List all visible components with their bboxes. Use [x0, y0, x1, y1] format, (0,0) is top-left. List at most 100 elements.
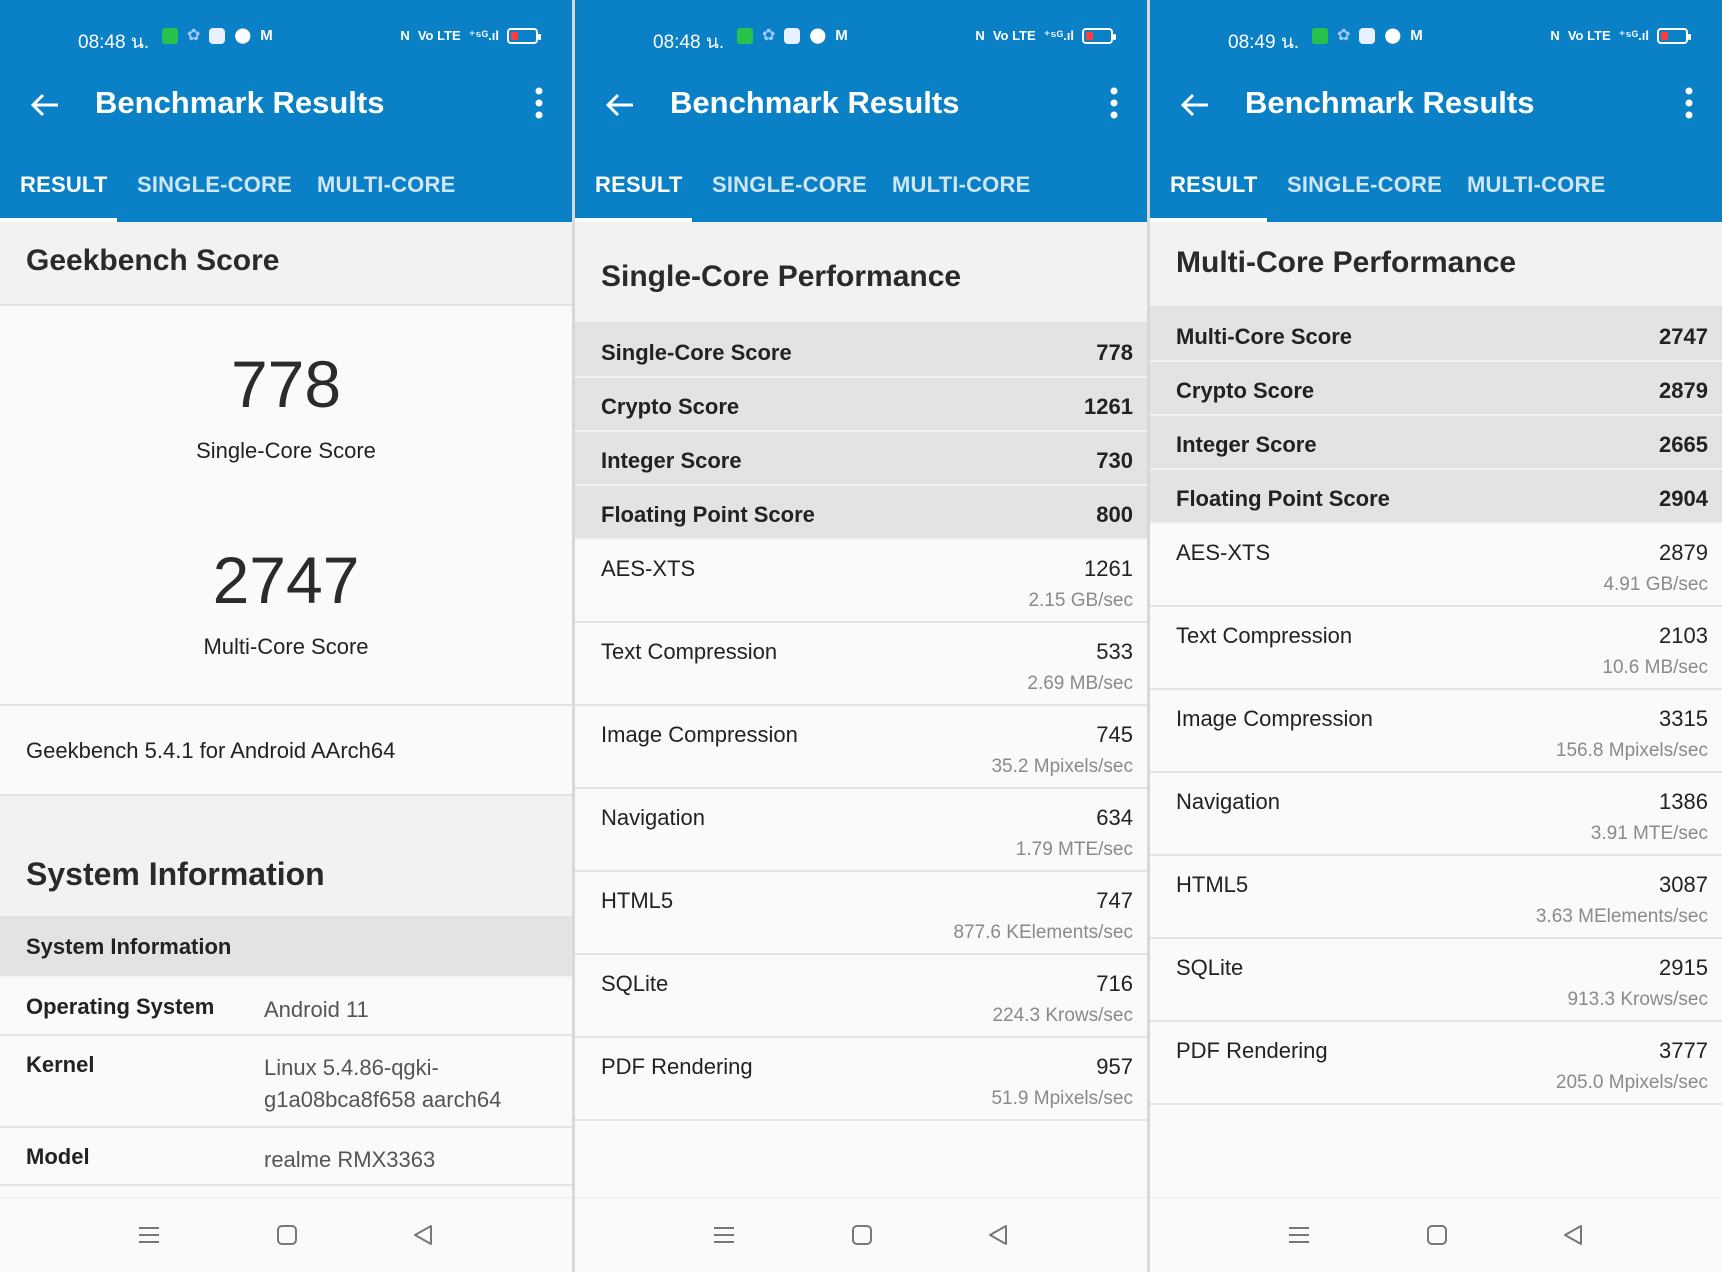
battery-low-icon	[1657, 28, 1691, 44]
test-throughput: 2.15 GB/sec	[1028, 590, 1133, 611]
menu-icon[interactable]	[136, 1222, 162, 1248]
signal-5g-icon: ⁺⁵ᴳ.ıl	[468, 28, 499, 43]
multi-core-score-label: Multi-Core Score	[203, 634, 369, 659]
benchmark-test-row: SQLite 2915 913.3 Krows/sec	[1150, 939, 1722, 1022]
test-score: 2103	[1659, 623, 1708, 648]
result-content[interactable]: Geekbench Score 778 Single-Core Score 27…	[0, 222, 572, 1197]
home-icon[interactable]	[274, 1222, 300, 1248]
test-score: 2879	[1659, 540, 1708, 565]
version-text: Geekbench 5.4.1 for Android AArch64	[26, 738, 396, 763]
test-name: HTML5	[601, 888, 674, 913]
status-bar: 08:48 น. ✿ ⬤ M N Vo LTE ⁺⁵ᴳ.ıl	[0, 0, 572, 76]
benchmark-test-row: Navigation 634 1.79 MTE/sec	[575, 789, 1147, 872]
test-score: 745	[1096, 722, 1133, 747]
test-throughput: 205.0 Mpixels/sec	[1555, 1072, 1708, 1093]
performance-header: Single-Core Performance	[575, 222, 1147, 324]
more-vertical-icon[interactable]	[534, 86, 544, 120]
score-section-header: Geekbench Score	[0, 222, 572, 306]
page-title: Benchmark Results	[670, 85, 960, 120]
score-summary-label: Single-Core Score	[601, 340, 792, 365]
home-icon[interactable]	[849, 1222, 875, 1248]
test-score: 747	[1096, 888, 1133, 913]
system-info-subheader: System Information	[0, 918, 572, 978]
test-name: HTML5	[1176, 872, 1249, 897]
tab-result[interactable]: RESULT	[1170, 172, 1258, 197]
test-score: 634	[1096, 805, 1133, 830]
tab-result[interactable]: RESULT	[595, 172, 683, 197]
score-summary-label: Crypto Score	[1176, 378, 1315, 403]
system-info-key: Model	[26, 1144, 90, 1169]
test-name: Navigation	[601, 805, 705, 830]
benchmark-test-row: HTML5 3087 3.63 MElements/sec	[1150, 856, 1722, 939]
score-summary-value: 778	[1096, 340, 1133, 365]
app-bar: 08:49 น. ✿ ⬤ M N Vo LTE ⁺⁵ᴳ.ıl Benchmark…	[1150, 0, 1722, 222]
system-info-key: Operating System	[26, 994, 215, 1019]
multi-core-content[interactable]: Multi-Core Performance Multi-Core Score 2…	[1150, 222, 1722, 1197]
tab-single-core[interactable]: SINGLE-CORE	[712, 172, 867, 197]
single-core-content[interactable]: Single-Core Performance Single-Core Scor…	[575, 222, 1147, 1197]
benchmark-test-row: Image Compression 3315 156.8 Mpixels/sec	[1150, 690, 1722, 773]
menu-icon[interactable]	[1286, 1222, 1312, 1248]
gmail-icon: M	[835, 27, 848, 44]
location-icon: ⬤	[809, 27, 827, 44]
back-triangle-icon[interactable]	[1560, 1222, 1586, 1248]
system-info-row: Operating System Android 11	[0, 978, 572, 1036]
menu-icon[interactable]	[711, 1222, 737, 1248]
score-summary-row: Integer Score 730	[575, 432, 1147, 486]
status-bar: 08:49 น. ✿ ⬤ M N Vo LTE ⁺⁵ᴳ.ıl	[1150, 0, 1722, 76]
battery-low-icon	[507, 28, 541, 44]
tab-single-core[interactable]: SINGLE-CORE	[1287, 172, 1442, 197]
test-throughput: 10.6 MB/sec	[1602, 657, 1708, 678]
score-summary-value: 2665	[1659, 432, 1708, 457]
home-icon[interactable]	[1424, 1222, 1450, 1248]
back-triangle-icon[interactable]	[985, 1222, 1011, 1248]
more-vertical-icon[interactable]	[1109, 86, 1119, 120]
test-score: 533	[1096, 639, 1133, 664]
test-name: Image Compression	[601, 722, 798, 747]
test-score: 3315	[1659, 706, 1708, 731]
test-throughput: 156.8 Mpixels/sec	[1555, 740, 1708, 761]
tab-multi-core[interactable]: MULTI-CORE	[1467, 172, 1606, 197]
volte-icon: Vo LTE	[992, 28, 1036, 43]
test-name: PDF Rendering	[601, 1054, 753, 1079]
test-name: AES-XTS	[1176, 540, 1271, 565]
test-throughput: 51.9 Mpixels/sec	[991, 1088, 1133, 1109]
system-info-key: Kernel	[26, 1052, 95, 1077]
test-score: 3087	[1659, 872, 1708, 897]
test-score: 2915	[1659, 955, 1708, 980]
system-nav-bar	[575, 1197, 1147, 1272]
system-info-value: Android 11	[264, 997, 369, 1022]
arrow-left-icon[interactable]	[1178, 88, 1212, 122]
score-summary-row: Floating Point Score 2904	[1150, 470, 1722, 524]
app-notification-icon	[1312, 28, 1328, 44]
system-nav-bar	[1150, 1197, 1722, 1272]
test-score: 1386	[1659, 789, 1708, 814]
tab-multi-core[interactable]: MULTI-CORE	[892, 172, 1031, 197]
benchmark-test-row: Text Compression 2103 10.6 MB/sec	[1150, 607, 1722, 690]
page-title: Benchmark Results	[95, 85, 385, 120]
score-box: 778 Single-Core Score 2747 Multi-Core Sc…	[0, 306, 572, 706]
battery-low-icon	[1082, 28, 1116, 44]
score-summary-row: Single-Core Score 778	[575, 324, 1147, 378]
test-throughput: 35.2 Mpixels/sec	[991, 756, 1133, 777]
arrow-left-icon[interactable]	[28, 88, 62, 122]
tab-multi-core[interactable]: MULTI-CORE	[317, 172, 456, 197]
arrow-left-icon[interactable]	[603, 88, 637, 122]
tab-single-core[interactable]: SINGLE-CORE	[137, 172, 292, 197]
back-triangle-icon[interactable]	[410, 1222, 436, 1248]
tab-result[interactable]: RESULT	[20, 172, 108, 197]
score-section-title: Geekbench Score	[26, 244, 280, 277]
multi-core-score-value: 2747	[212, 543, 360, 617]
more-vertical-icon[interactable]	[1684, 86, 1694, 120]
score-summary-row: Floating Point Score 800	[575, 486, 1147, 540]
performance-title: Single-Core Performance	[601, 260, 962, 293]
benchmark-test-row: Image Compression 745 35.2 Mpixels/sec	[575, 706, 1147, 789]
page-title: Benchmark Results	[1245, 85, 1535, 120]
test-score: 957	[1096, 1054, 1133, 1079]
tab-indicator	[575, 218, 692, 222]
test-score: 3777	[1659, 1038, 1708, 1063]
location-icon: ⬤	[1384, 27, 1402, 44]
status-time: 08:48 น.	[653, 32, 725, 53]
test-name: PDF Rendering	[1176, 1038, 1328, 1063]
system-info-section: System Information	[0, 796, 572, 918]
